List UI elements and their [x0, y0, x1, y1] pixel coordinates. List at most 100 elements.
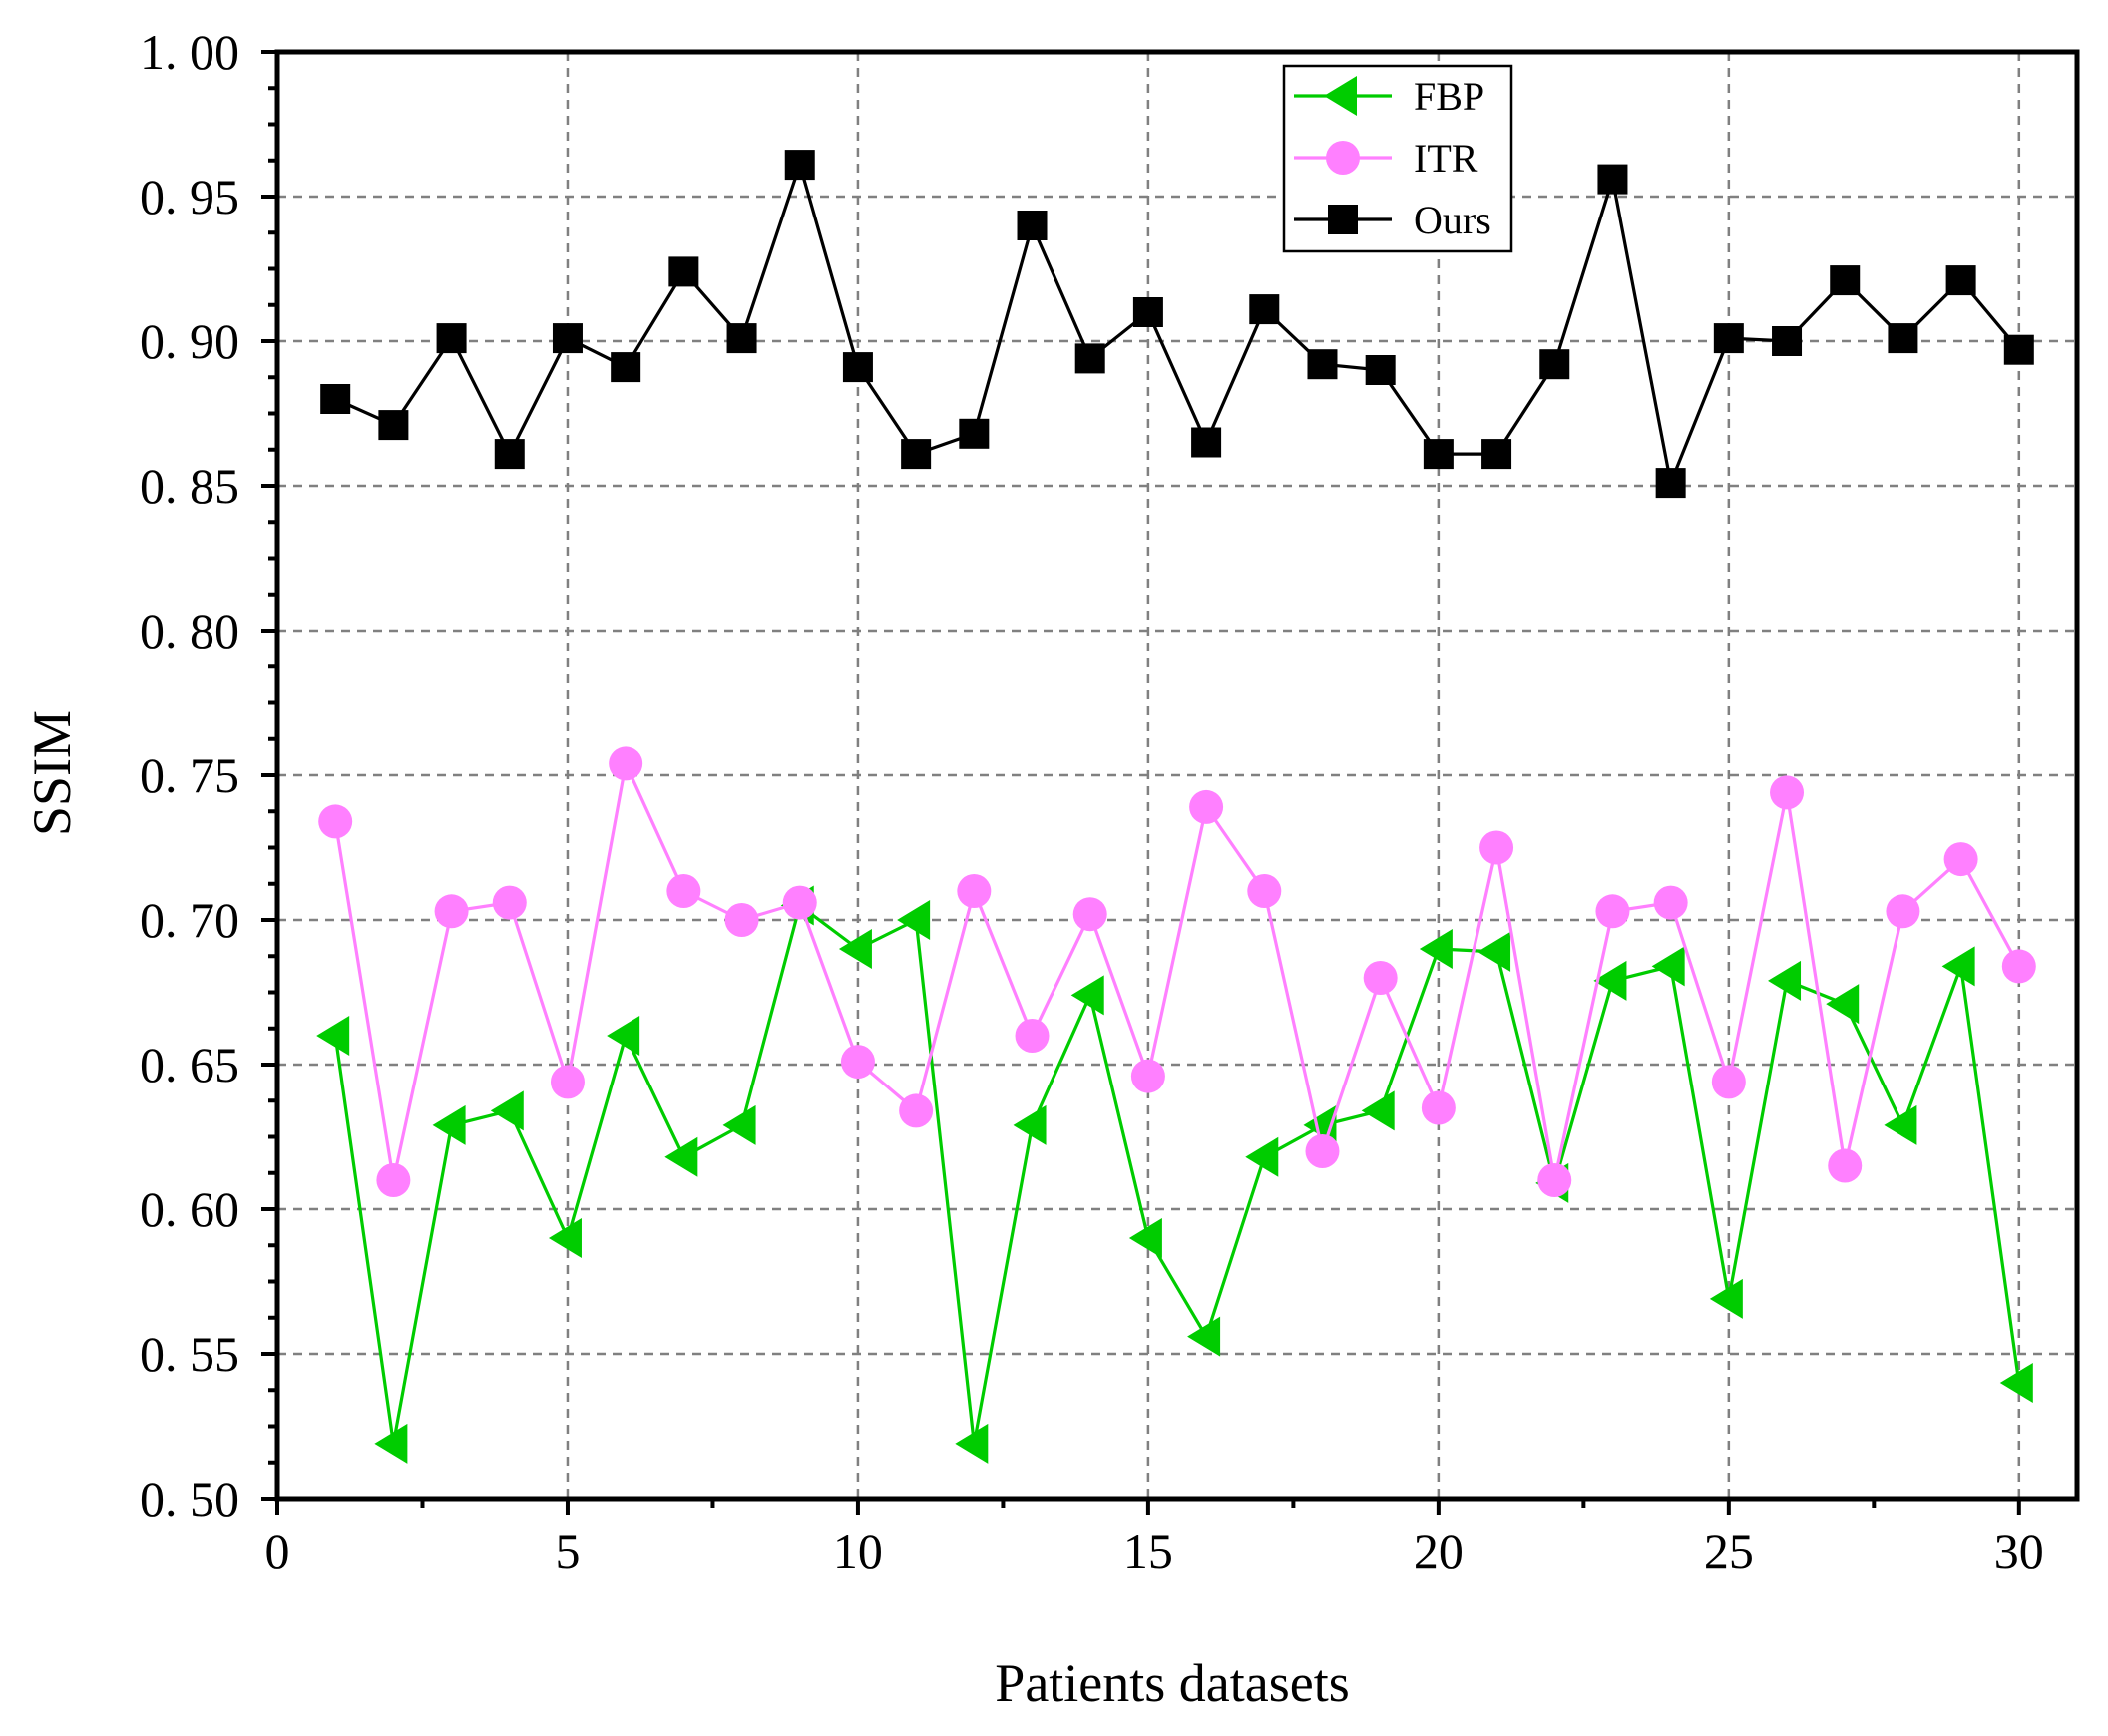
data-point-ours: [668, 256, 699, 287]
data-point-itr: [1072, 897, 1107, 932]
data-point-fbp: [1013, 1104, 1047, 1145]
data-point-fbp: [722, 1104, 756, 1145]
y-tick-label: 0. 75: [140, 747, 239, 803]
data-point-ours: [959, 418, 990, 449]
data-point-itr: [1886, 894, 1920, 929]
y-tick-label: 0. 50: [140, 1471, 239, 1526]
data-point-fbp: [1245, 1136, 1279, 1177]
data-point-fbp: [1709, 1278, 1743, 1319]
data-point-ours: [552, 323, 583, 354]
x-tick-label: 5: [555, 1523, 580, 1579]
x-axis-title: Patients datasets: [995, 1653, 1349, 1713]
legend-label-ours: Ours: [1414, 198, 1491, 242]
data-point-fbp: [1128, 1218, 1162, 1258]
data-point-itr: [724, 903, 759, 937]
x-tick-label: 10: [833, 1523, 883, 1579]
data-point-ours: [842, 352, 873, 383]
data-point-fbp: [1651, 946, 1685, 987]
data-point-itr: [1421, 1090, 1456, 1125]
x-tick-label: 30: [1994, 1523, 2044, 1579]
data-point-itr: [550, 1065, 585, 1099]
legend-label-fbp: FBP: [1414, 74, 1484, 119]
data-point-ours: [1655, 468, 1686, 499]
data-point-ours: [1074, 343, 1105, 374]
y-tick-label: 0. 90: [140, 313, 239, 369]
data-point-ours: [1307, 349, 1338, 380]
data-point-itr: [2001, 949, 2036, 984]
y-tick-label: 0. 65: [140, 1037, 239, 1092]
legend-item-itr: ITR: [1294, 136, 1478, 181]
data-point-ours: [784, 150, 815, 181]
legend-label-itr: ITR: [1414, 136, 1478, 181]
data-point-fbp: [1361, 1090, 1395, 1131]
data-point-itr: [492, 885, 527, 920]
data-point-fbp: [838, 929, 872, 969]
data-point-itr: [666, 874, 701, 908]
legend-marker-itr: [1326, 141, 1360, 175]
series-line-ours: [334, 163, 2021, 485]
x-tick-label: 15: [1123, 1523, 1173, 1579]
data-point-fbp: [1070, 975, 1104, 1016]
data-point-fbp: [548, 1218, 582, 1258]
data-point-itr: [957, 874, 992, 908]
data-point-fbp: [897, 900, 931, 940]
data-point-itr: [609, 746, 643, 781]
data-point-ours: [726, 323, 757, 354]
data-point-itr: [1770, 775, 1805, 810]
data-point-ours: [1888, 323, 1918, 354]
data-point-itr: [1711, 1065, 1746, 1099]
data-point-fbp: [1187, 1316, 1221, 1357]
data-point-ours: [378, 410, 409, 441]
data-point-fbp: [1419, 929, 1453, 969]
series-line-fbp: [333, 903, 2021, 1446]
data-point-fbp: [1593, 960, 1627, 1001]
data-point-ours: [1191, 427, 1222, 458]
data-point-ours: [1945, 265, 1976, 296]
data-point-itr: [1595, 894, 1630, 929]
data-point-ours: [1017, 211, 1048, 240]
data-point-itr: [1653, 885, 1688, 920]
data-point-fbp: [1884, 1104, 1917, 1145]
data-point-itr: [434, 894, 469, 929]
data-point-itr: [1943, 842, 1978, 877]
data-point-ours: [1597, 164, 1628, 195]
data-point-fbp: [1999, 1363, 2033, 1403]
legend-item-ours: Ours: [1294, 198, 1491, 242]
data-point-itr: [1363, 961, 1398, 995]
data-point-itr: [318, 804, 353, 839]
series-itr: [318, 746, 2036, 1197]
series-fbp: [316, 885, 2033, 1464]
data-point-itr: [1828, 1148, 1863, 1183]
data-point-ours: [494, 439, 525, 470]
data-point-fbp: [1477, 931, 1511, 972]
data-point-ours: [1423, 439, 1454, 470]
data-point-itr: [1189, 789, 1224, 824]
data-point-itr: [1479, 830, 1514, 865]
data-point-ours: [1481, 439, 1512, 470]
y-tick-label: 0. 70: [140, 892, 239, 948]
data-point-ours: [436, 323, 467, 354]
legend-marker-ours: [1328, 205, 1358, 234]
data-point-ours: [320, 384, 351, 414]
data-point-ours: [611, 352, 641, 383]
data-point-itr: [1015, 1019, 1050, 1053]
x-tick-label: 0: [265, 1523, 290, 1579]
data-point-ours: [1539, 349, 1570, 380]
data-point-itr: [1305, 1134, 1340, 1168]
series-ours: [320, 150, 2034, 499]
data-point-fbp: [374, 1423, 408, 1464]
y-tick-label: 0. 95: [140, 169, 239, 224]
data-point-itr: [899, 1093, 934, 1128]
data-point-fbp: [1826, 984, 1860, 1025]
data-point-ours: [1772, 326, 1803, 356]
data-point-itr: [840, 1045, 875, 1080]
data-point-fbp: [664, 1136, 698, 1177]
series-line-itr: [333, 761, 2021, 1182]
y-tick-label: 0. 55: [140, 1326, 239, 1382]
data-point-fbp: [607, 1016, 640, 1056]
data-point-itr: [376, 1163, 411, 1197]
legend-marker-fbp: [1324, 76, 1357, 116]
y-tick-label: 0. 80: [140, 603, 239, 658]
